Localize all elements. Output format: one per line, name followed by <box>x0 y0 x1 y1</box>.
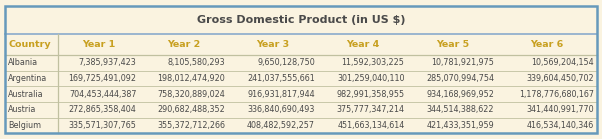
Text: Year 4: Year 4 <box>346 40 379 49</box>
Text: Gross Domestic Product (in US $): Gross Domestic Product (in US $) <box>197 15 405 25</box>
Text: 1,178,776,680,167: 1,178,776,680,167 <box>519 90 594 99</box>
Text: 421,433,351,959: 421,433,351,959 <box>426 121 494 130</box>
Text: 355,372,712,266: 355,372,712,266 <box>157 121 225 130</box>
Text: Country: Country <box>8 40 51 49</box>
Text: 8,105,580,293: 8,105,580,293 <box>168 58 225 67</box>
Text: 375,777,347,214: 375,777,347,214 <box>337 105 405 114</box>
Text: 336,840,690,493: 336,840,690,493 <box>247 105 315 114</box>
Text: Australia: Australia <box>8 90 44 99</box>
Text: 10,781,921,975: 10,781,921,975 <box>431 58 494 67</box>
Text: 272,865,358,404: 272,865,358,404 <box>69 105 137 114</box>
Text: 344,514,388,622: 344,514,388,622 <box>426 105 494 114</box>
Text: Year 1: Year 1 <box>82 40 116 49</box>
Text: 451,663,134,614: 451,663,134,614 <box>337 121 405 130</box>
Text: 198,012,474,920: 198,012,474,920 <box>158 74 225 83</box>
Text: Austria: Austria <box>8 105 37 114</box>
Text: 285,070,994,754: 285,070,994,754 <box>426 74 494 83</box>
Text: 758,320,889,024: 758,320,889,024 <box>158 90 225 99</box>
Text: 11,592,303,225: 11,592,303,225 <box>341 58 405 67</box>
Text: Albania: Albania <box>8 58 39 67</box>
Text: 169,725,491,092: 169,725,491,092 <box>69 74 137 83</box>
Text: 290,682,488,352: 290,682,488,352 <box>158 105 225 114</box>
Text: 934,168,969,952: 934,168,969,952 <box>426 90 494 99</box>
Text: Year 6: Year 6 <box>530 40 563 49</box>
Text: 982,991,358,955: 982,991,358,955 <box>337 90 405 99</box>
Text: Year 2: Year 2 <box>167 40 200 49</box>
Text: 341,440,991,770: 341,440,991,770 <box>527 105 594 114</box>
Text: 704,453,444,387: 704,453,444,387 <box>69 90 137 99</box>
Text: 916,931,817,944: 916,931,817,944 <box>247 90 315 99</box>
Text: 339,604,450,702: 339,604,450,702 <box>527 74 594 83</box>
Text: 416,534,140,346: 416,534,140,346 <box>527 121 594 130</box>
Text: Year 3: Year 3 <box>256 40 290 49</box>
Text: 10,569,204,154: 10,569,204,154 <box>532 58 594 67</box>
Text: 335,571,307,765: 335,571,307,765 <box>69 121 137 130</box>
Text: 9,650,128,750: 9,650,128,750 <box>257 58 315 67</box>
Text: 301,259,040,110: 301,259,040,110 <box>337 74 405 83</box>
Text: 7,385,937,423: 7,385,937,423 <box>79 58 137 67</box>
Text: Year 5: Year 5 <box>436 40 469 49</box>
Text: Argentina: Argentina <box>8 74 48 83</box>
Text: 408,482,592,257: 408,482,592,257 <box>247 121 315 130</box>
Text: Belgium: Belgium <box>8 121 42 130</box>
Text: 241,037,555,661: 241,037,555,661 <box>247 74 315 83</box>
